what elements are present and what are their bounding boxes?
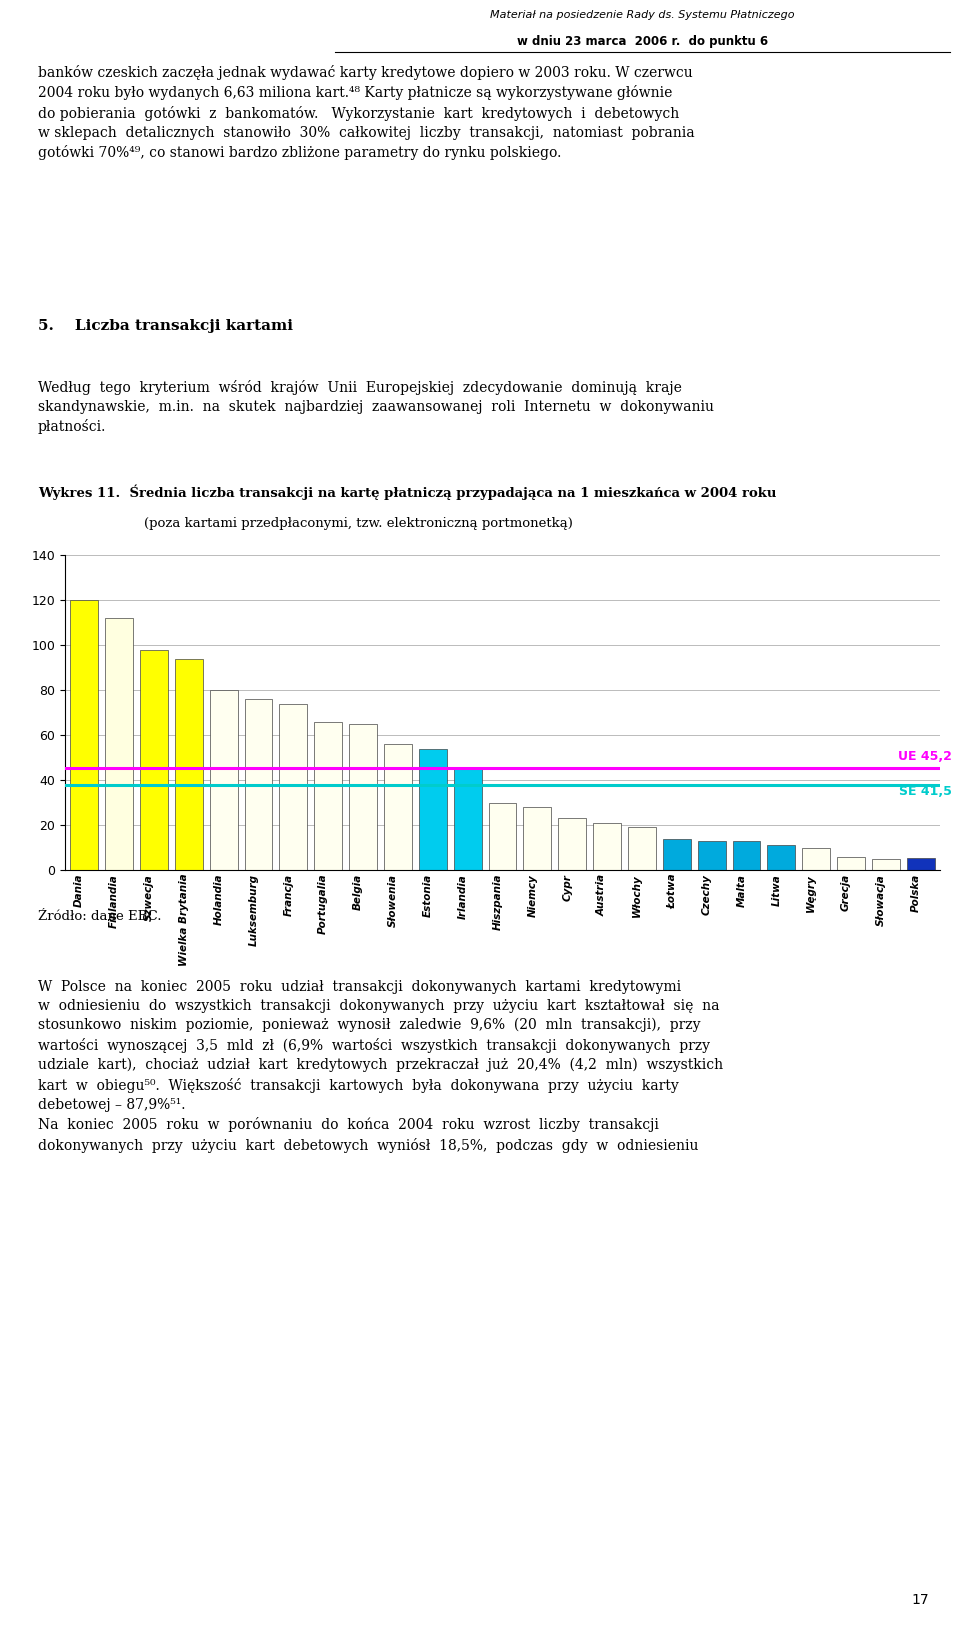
Text: Austria: Austria — [597, 874, 607, 916]
Bar — [419, 748, 446, 870]
Text: banków czeskich zaczęła jednak wydawać karty kredytowe dopiero w 2003 roku. W cz: banków czeskich zaczęła jednak wydawać k… — [38, 65, 695, 159]
Text: Czechy: Czechy — [702, 874, 711, 914]
Text: Wykres 11.  Średnia liczba transakcji na kartę płatniczą przypadająca na 1 miesz: Wykres 11. Średnia liczba transakcji na … — [38, 485, 777, 501]
Text: Hiszpania: Hiszpania — [492, 874, 502, 931]
Text: Luksemburg: Luksemburg — [249, 874, 258, 945]
Text: Polska: Polska — [911, 874, 921, 913]
Bar — [559, 818, 587, 870]
Bar — [70, 600, 98, 870]
Text: Szwecja: Szwecja — [144, 874, 154, 921]
Bar — [732, 841, 760, 870]
Text: Łotwa: Łotwa — [667, 874, 677, 909]
Text: (poza kartami przedpłaconymi, tzw. elektroniczną portmonetką): (poza kartami przedpłaconymi, tzw. elekt… — [144, 517, 573, 530]
Text: Według  tego  kryterium  wśród  krajów  Unii  Europejskiej  zdecydowanie  dominu: Według tego kryterium wśród krajów Unii … — [38, 381, 714, 434]
Bar — [489, 802, 516, 870]
Text: Włochy: Włochy — [632, 874, 642, 916]
Text: Belgia: Belgia — [353, 874, 363, 909]
Text: Słowacja: Słowacja — [876, 874, 886, 926]
Bar — [314, 721, 342, 870]
Text: Grecja: Grecja — [841, 874, 852, 911]
Text: Litwa: Litwa — [772, 874, 781, 906]
Bar — [872, 859, 900, 870]
Bar — [279, 703, 307, 870]
Text: Finlandia: Finlandia — [109, 874, 119, 927]
Text: Materiał na posiedzenie Rady ds. Systemu Płatniczego: Materiał na posiedzenie Rady ds. Systemu… — [491, 10, 795, 20]
Bar — [837, 856, 865, 870]
Text: Słowenia: Słowenia — [388, 874, 397, 927]
Text: Cypr: Cypr — [563, 874, 572, 901]
Text: Holandia: Holandia — [214, 874, 224, 926]
Bar — [140, 649, 168, 870]
Bar — [209, 690, 237, 870]
Bar — [593, 823, 621, 870]
Bar — [175, 659, 203, 870]
Bar — [523, 807, 551, 870]
Text: 5.    Liczba transakcji kartami: 5. Liczba transakcji kartami — [38, 319, 293, 334]
Bar — [698, 841, 726, 870]
Text: 17: 17 — [911, 1593, 929, 1607]
Text: Francja: Francja — [283, 874, 294, 916]
Text: Wielka Brytania: Wielka Brytania — [179, 874, 189, 966]
Text: Portugalia: Portugalia — [318, 874, 328, 934]
Text: w dniu 23 marca  2006 r.  do punktu 6: w dniu 23 marca 2006 r. do punktu 6 — [516, 36, 768, 49]
Text: Irlandia: Irlandia — [458, 874, 468, 919]
Text: Estonia: Estonia — [422, 874, 433, 918]
Text: SE 41,5: SE 41,5 — [900, 784, 952, 797]
Bar — [907, 857, 935, 870]
Text: Niemcy: Niemcy — [527, 874, 538, 916]
Text: UE 45,2: UE 45,2 — [899, 750, 952, 763]
Bar — [454, 768, 482, 870]
Bar — [767, 846, 795, 870]
Bar — [803, 848, 830, 870]
Bar — [349, 724, 377, 870]
Text: Węgry: Węgry — [806, 874, 816, 911]
Bar — [105, 618, 133, 870]
Text: Malta: Malta — [736, 874, 747, 906]
Bar — [384, 744, 412, 870]
Bar — [662, 838, 691, 870]
Text: Dania: Dania — [74, 874, 84, 908]
Text: Źródło: dane EBC.: Źródło: dane EBC. — [38, 909, 161, 923]
Bar — [245, 700, 273, 870]
Bar — [628, 827, 656, 870]
Text: W  Polsce  na  koniec  2005  roku  udział  transakcji  dokonywanych  kartami  kr: W Polsce na koniec 2005 roku udział tran… — [38, 979, 723, 1152]
